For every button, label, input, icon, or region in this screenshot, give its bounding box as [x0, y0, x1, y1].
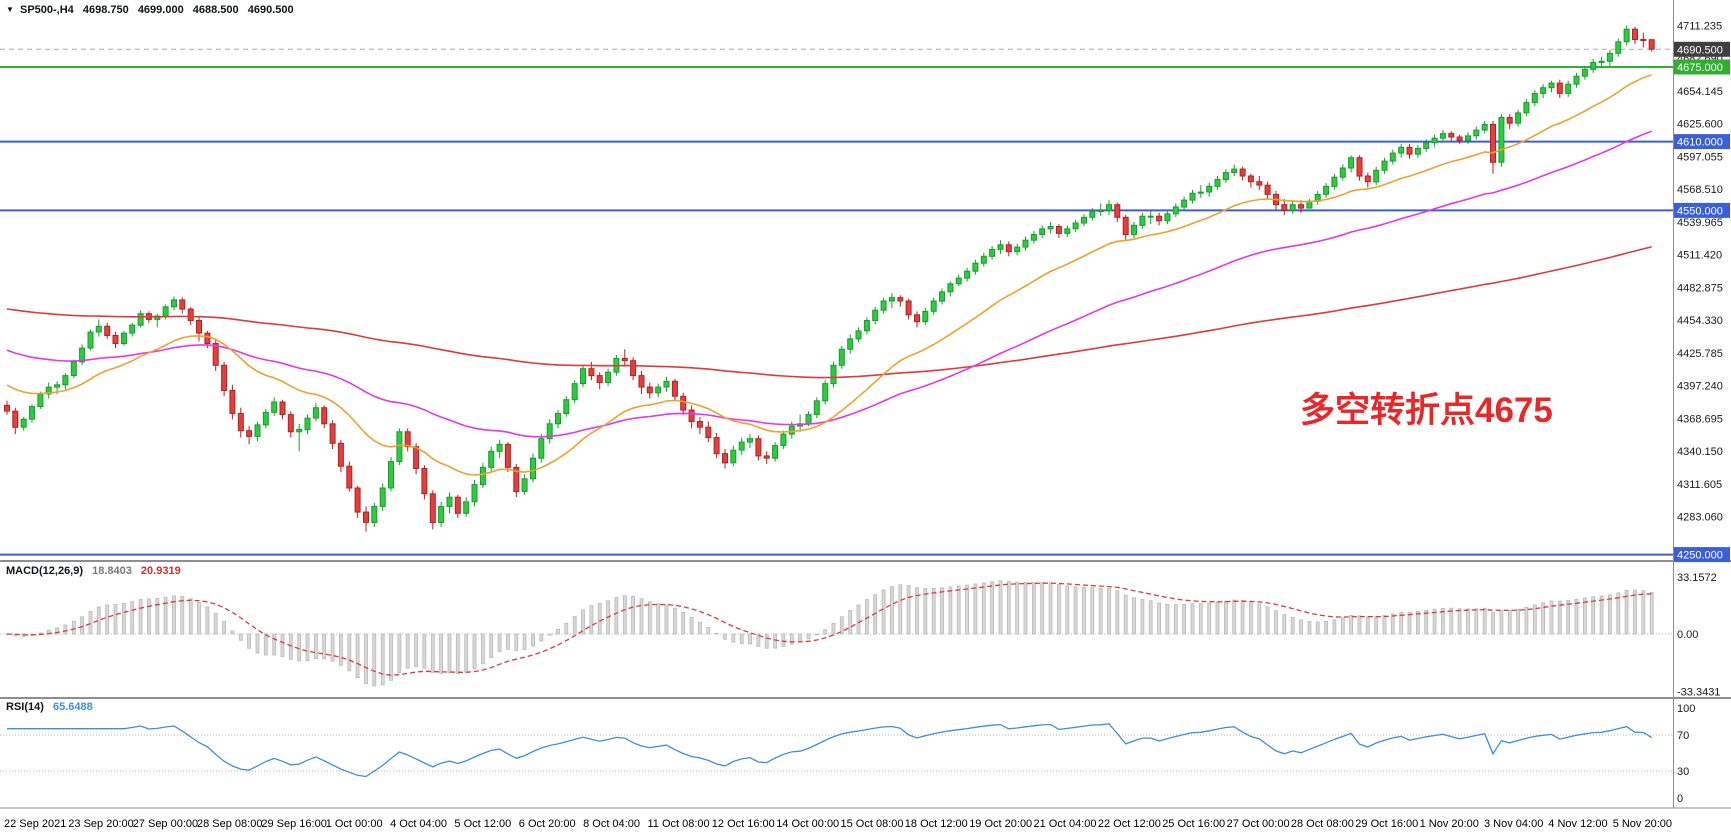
ma-mid-line — [6, 130, 1652, 438]
svg-text:6 Oct 20:00: 6 Oct 20:00 — [519, 818, 576, 830]
svg-text:14 Oct 00:00: 14 Oct 00:00 — [776, 818, 839, 830]
svg-text:5 Nov 20:00: 5 Nov 20:00 — [1613, 818, 1672, 830]
svg-text:4654.145: 4654.145 — [1677, 86, 1723, 98]
svg-text:12 Oct 16:00: 12 Oct 16:00 — [712, 818, 775, 830]
svg-text:18 Oct 12:00: 18 Oct 12:00 — [905, 818, 968, 830]
svg-text:4 Oct 04:00: 4 Oct 04:00 — [390, 818, 447, 830]
svg-text:1 Oct 00:00: 1 Oct 00:00 — [326, 818, 383, 830]
svg-text:4311.605: 4311.605 — [1677, 479, 1722, 491]
svg-text:4454.330: 4454.330 — [1677, 315, 1723, 327]
price-badge — [1674, 134, 1730, 150]
svg-text:29 Sep 16:00: 29 Sep 16:00 — [261, 818, 326, 830]
svg-text:4625.600: 4625.600 — [1677, 119, 1723, 131]
svg-text:28 Sep 08:00: 28 Sep 08:00 — [197, 818, 262, 830]
rsi-line — [7, 723, 1653, 778]
price-badge — [1674, 202, 1730, 218]
svg-text:4690.500: 4690.500 — [1677, 44, 1723, 56]
svg-text:27 Oct 00:00: 27 Oct 00:00 — [1227, 818, 1290, 830]
svg-text:1 Nov 20:00: 1 Nov 20:00 — [1420, 818, 1479, 830]
svg-text:4682.690: 4682.690 — [1677, 53, 1723, 65]
svg-text:5 Oct 12:00: 5 Oct 12:00 — [454, 818, 511, 830]
svg-text:25 Oct 16:00: 25 Oct 16:00 — [1162, 818, 1225, 830]
svg-text:4511.420: 4511.420 — [1677, 250, 1722, 262]
svg-text:4368.695: 4368.695 — [1677, 413, 1723, 425]
svg-text:3 Nov 04:00: 3 Nov 04:00 — [1484, 818, 1543, 830]
svg-text:27 Sep 00:00: 27 Sep 00:00 — [133, 818, 198, 830]
svg-text:4283.060: 4283.060 — [1677, 512, 1723, 524]
price-axis[interactable]: 4711.235 4682.690 4654.145 4625.600 4597.055… — [1674, 21, 1730, 563]
svg-text:100: 100 — [1677, 703, 1695, 715]
svg-text:4482.875: 4482.875 — [1677, 282, 1723, 294]
ma-fast-line — [6, 74, 1652, 476]
svg-text:4610.000: 4610.000 — [1677, 137, 1723, 149]
svg-text:11 Oct 08:00: 11 Oct 08:00 — [648, 818, 710, 830]
macd-axis[interactable]: 33.1572 0.00 -33.3431 — [1677, 572, 1720, 698]
svg-text:4250.000: 4250.000 — [1677, 550, 1723, 562]
macd-signal-line — [6, 582, 1652, 676]
hlines-layer — [0, 48, 1673, 556]
svg-text:21 Oct 04:00: 21 Oct 04:00 — [1034, 818, 1097, 830]
price-badge — [1674, 59, 1730, 75]
ma-slow-line — [6, 246, 1652, 379]
svg-text:0: 0 — [1677, 793, 1683, 805]
svg-text:22 Sep 2021: 22 Sep 2021 — [4, 818, 66, 830]
macd-histogram — [5, 580, 1654, 687]
svg-text:4568.510: 4568.510 — [1677, 184, 1723, 196]
svg-text:4539.965: 4539.965 — [1677, 217, 1723, 229]
svg-text:8 Oct 04:00: 8 Oct 04:00 — [583, 818, 640, 830]
price-badge — [1674, 547, 1730, 563]
svg-text:4675.000: 4675.000 — [1677, 62, 1723, 74]
svg-text:4711.235: 4711.235 — [1677, 21, 1722, 33]
svg-text:15 Oct 08:00: 15 Oct 08:00 — [841, 818, 904, 830]
svg-text:0.00: 0.00 — [1677, 629, 1698, 641]
rsi-axis[interactable]: 100 70 30 0 — [1677, 703, 1695, 805]
svg-text:29 Oct 16:00: 29 Oct 16:00 — [1355, 818, 1418, 830]
svg-text:4340.150: 4340.150 — [1677, 446, 1723, 458]
svg-text:4550.000: 4550.000 — [1677, 205, 1723, 217]
panel-separators — [0, 0, 1731, 809]
svg-text:23 Sep 20:00: 23 Sep 20:00 — [68, 818, 133, 830]
svg-text:22 Oct 12:00: 22 Oct 12:00 — [1098, 818, 1161, 830]
svg-text:19 Oct 20:00: 19 Oct 20:00 — [969, 818, 1032, 830]
svg-text:30: 30 — [1677, 766, 1689, 778]
candles-layer — [4, 25, 1655, 532]
svg-text:28 Oct 08:00: 28 Oct 08:00 — [1291, 818, 1354, 830]
svg-text:4597.055: 4597.055 — [1677, 151, 1723, 163]
svg-text:33.1572: 33.1572 — [1677, 572, 1717, 584]
svg-text:-33.3431: -33.3431 — [1677, 686, 1720, 698]
svg-text:4397.240: 4397.240 — [1677, 381, 1723, 393]
price-badge — [1674, 41, 1730, 57]
collapse-triangle-icon[interactable]: ▼ — [6, 5, 14, 14]
svg-text:4425.785: 4425.785 — [1677, 348, 1723, 360]
svg-text:70: 70 — [1677, 730, 1689, 742]
svg-text:4 Nov 12:00: 4 Nov 12:00 — [1548, 818, 1607, 830]
